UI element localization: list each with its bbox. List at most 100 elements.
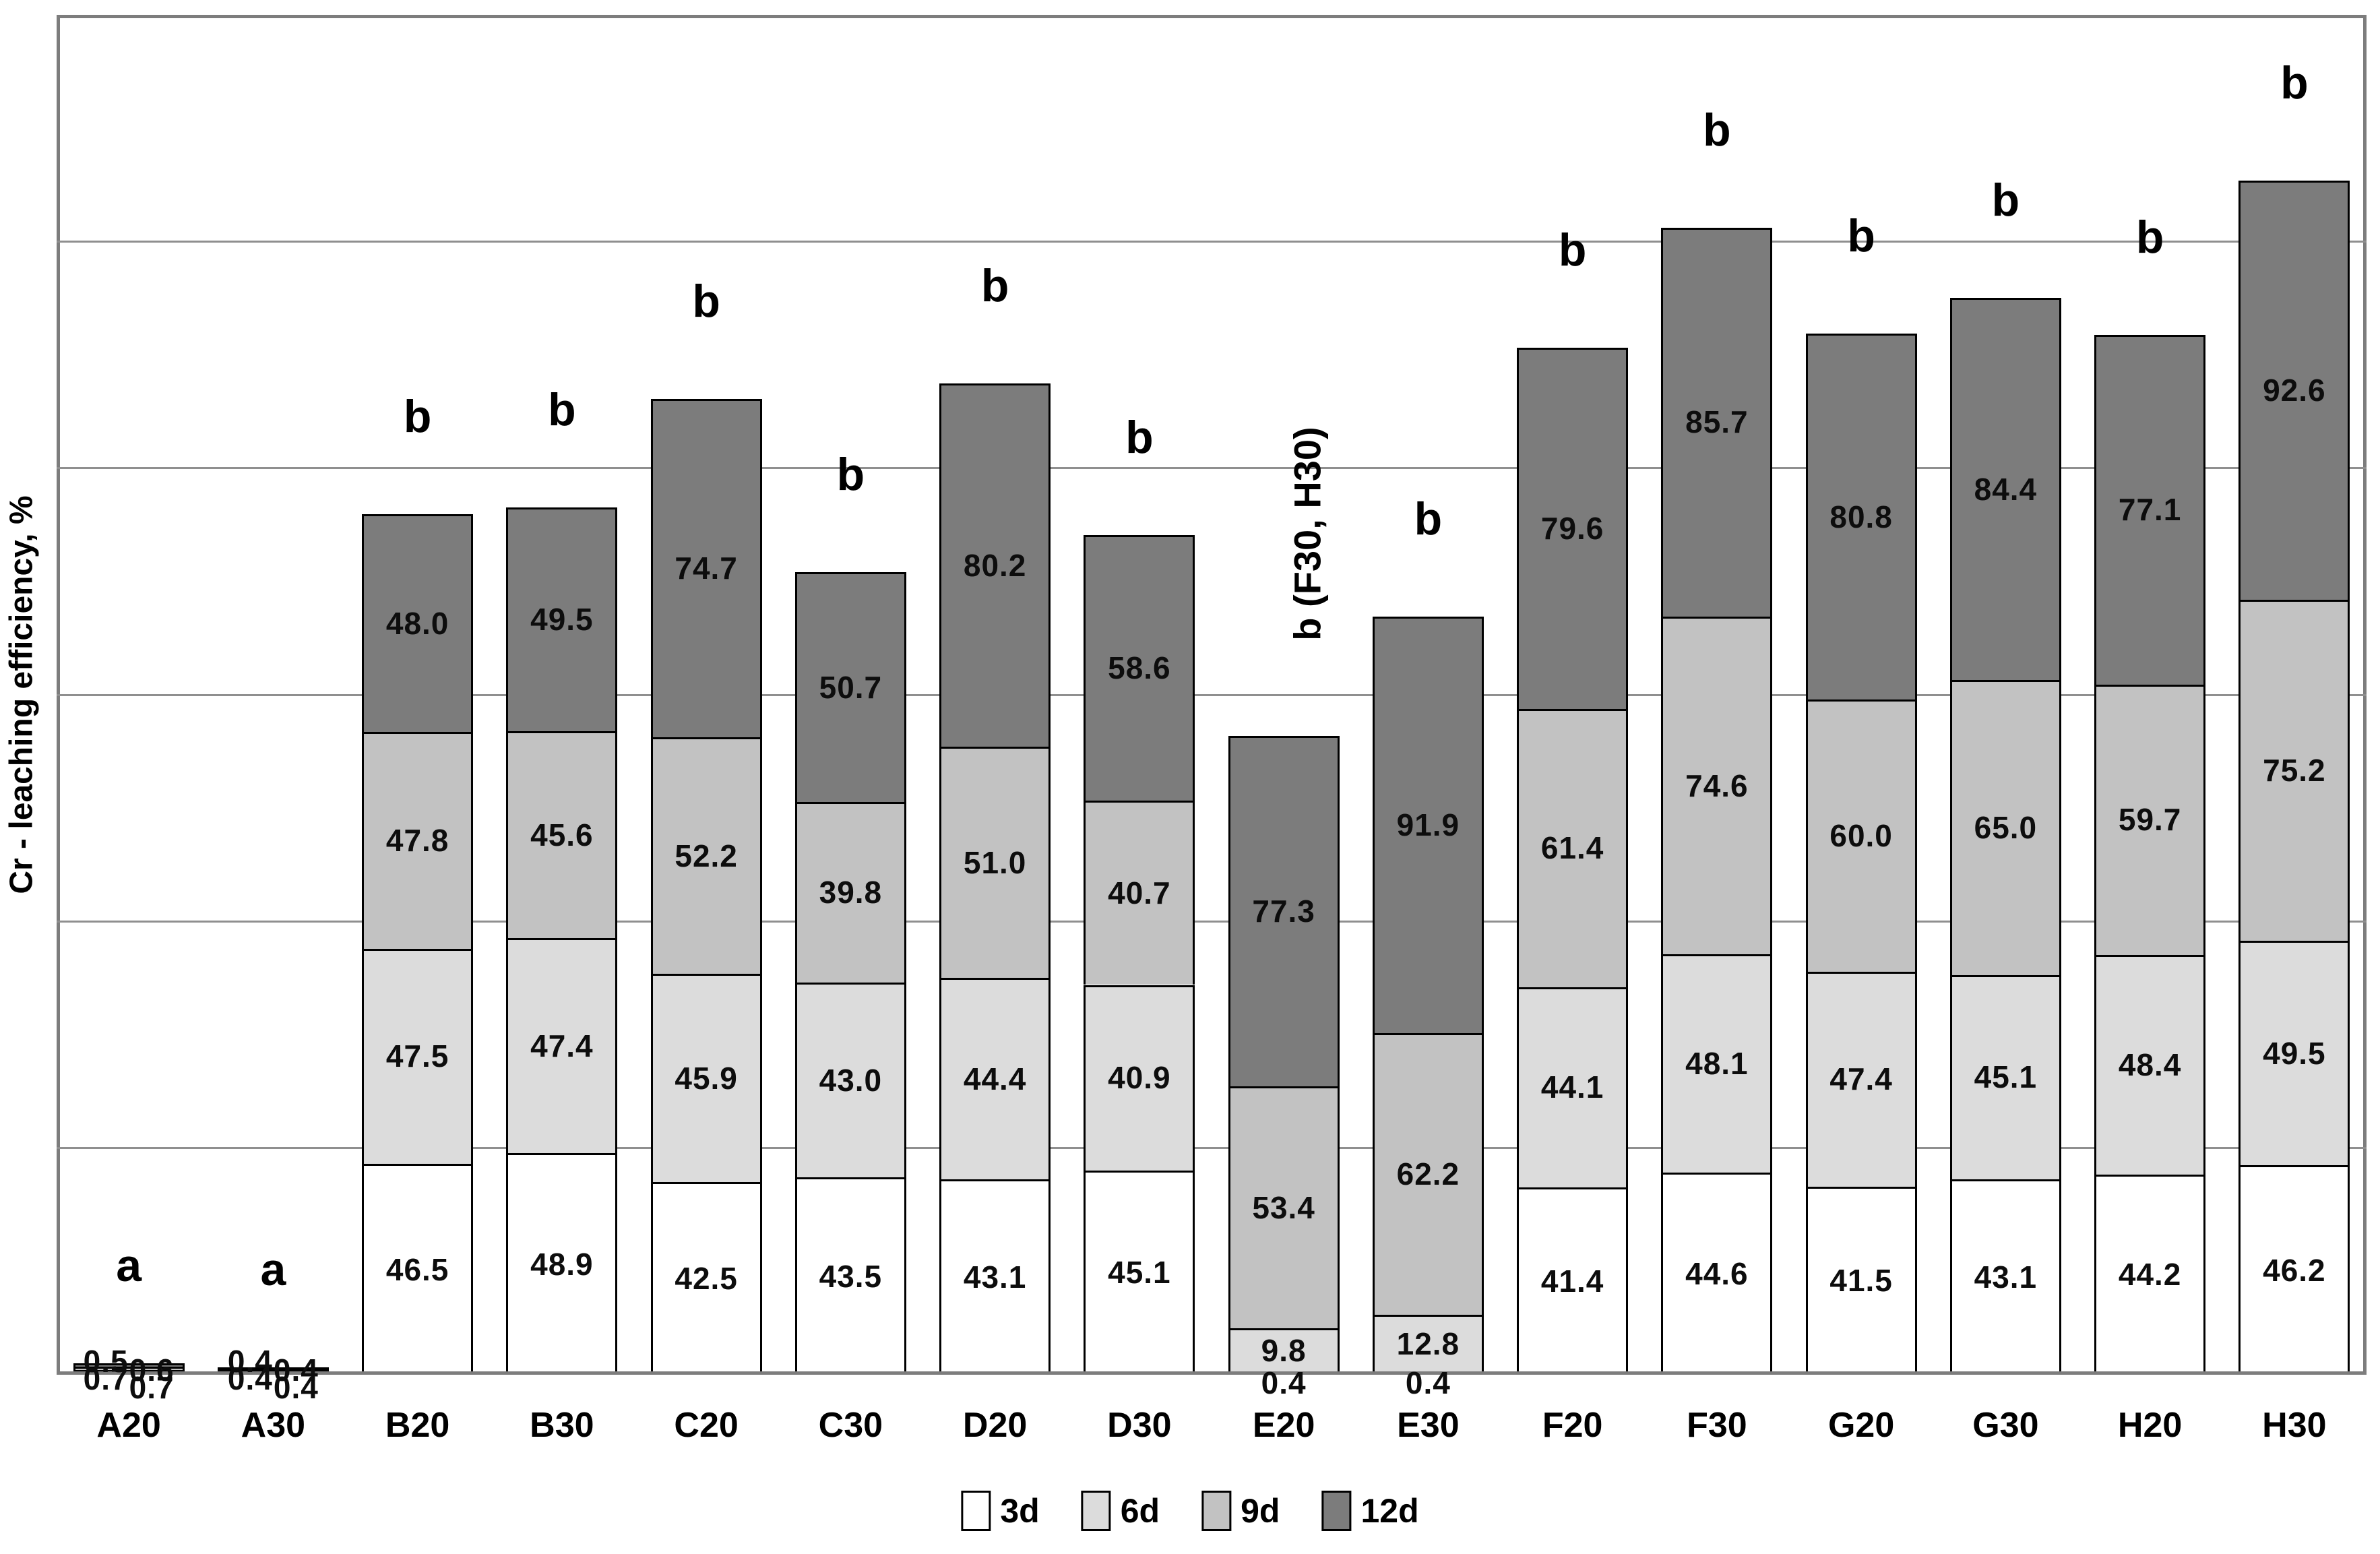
significance-letter: b <box>1991 174 2020 226</box>
segment-value-label: 0.6 <box>129 1353 175 1388</box>
bar-segment-E20-12d <box>1228 736 1340 1087</box>
bar-segment-B20-3d <box>362 1164 474 1375</box>
segment-value-label: 91.9 <box>1396 807 1460 842</box>
segment-value-label: 51.0 <box>963 844 1027 880</box>
segment-value-label: 9.8 <box>1261 1333 1307 1369</box>
significance-letter: b <box>2135 211 2164 263</box>
bar-segment-F30-9d <box>1661 616 1773 955</box>
segment-value-label: 47.5 <box>385 1038 449 1074</box>
segment-value-label: 0.4 <box>273 1353 319 1388</box>
bar-segment-A20-6d <box>73 1369 185 1373</box>
segment-value-label: 50.7 <box>819 669 883 705</box>
segment-value-label: 41.5 <box>1829 1263 1893 1299</box>
legend-item-9d: 9d <box>1201 1491 1280 1531</box>
segment-value-label: 41.4 <box>1540 1263 1604 1299</box>
significance-letter: b <box>1847 210 1875 261</box>
bar-segment-G20-3d <box>1805 1186 1917 1375</box>
bar-segment-H30-6d <box>2238 941 2350 1166</box>
significance-letter: a <box>116 1240 142 1292</box>
segment-value-label: 74.6 <box>1685 768 1749 803</box>
bar-segment-D30-9d <box>1084 800 1195 985</box>
bar-segment-H20-9d <box>2094 684 2206 956</box>
bar-segment-H30-12d <box>2238 180 2350 600</box>
bar-segment-D20-9d <box>939 747 1051 978</box>
segment-value-label: 59.7 <box>2118 802 2182 838</box>
x-axis-label: C30 <box>818 1406 883 1445</box>
segment-value-label: 75.2 <box>2263 753 2326 788</box>
bar-segment-F30-3d <box>1661 1172 1773 1375</box>
bar-segment-C20-6d <box>650 974 762 1183</box>
segment-value-label: 62.2 <box>1396 1156 1460 1191</box>
segment-value-label: 43.1 <box>1974 1260 2038 1295</box>
segment-value-label: 74.7 <box>675 550 738 586</box>
gridline <box>57 1147 2367 1150</box>
bar-segment-H20-12d <box>2094 334 2206 685</box>
chart-legend: 3d 6d 9d 12d <box>961 1491 1419 1531</box>
legend-label: 3d <box>1000 1492 1040 1530</box>
x-axis-label: F20 <box>1542 1406 1603 1445</box>
segment-value-label: 58.6 <box>1108 650 1171 685</box>
segment-value-label: 0.4 <box>227 1361 273 1396</box>
legend-swatch-12d <box>1321 1491 1352 1531</box>
x-axis-label: A20 <box>96 1406 161 1445</box>
segment-value-label: 0.4 <box>1261 1365 1307 1400</box>
bar-segment-E30-6d <box>1372 1315 1484 1373</box>
segment-value-label: 46.5 <box>385 1251 449 1287</box>
bar-segment-D20-6d <box>939 978 1051 1180</box>
x-axis-label: G30 <box>1972 1406 2039 1445</box>
segment-value-label: 45.1 <box>1108 1255 1171 1291</box>
bar-segment-H20-6d <box>2094 955 2206 1175</box>
bar-segment-C20-9d <box>650 737 762 974</box>
bar-segment-C20-3d <box>650 1182 762 1375</box>
segment-value-label: 43.0 <box>819 1062 883 1098</box>
bar-segment-B20-12d <box>362 514 474 733</box>
bar-segment-C20-12d <box>650 398 762 738</box>
segment-value-label: 49.5 <box>2263 1035 2326 1071</box>
segment-value-label: 60.0 <box>1829 818 1893 854</box>
significance-letter: b <box>1414 493 1443 545</box>
bar-segment-H30-9d <box>2238 600 2350 941</box>
y-axis-title: Cr - leaching efficiency, % <box>3 495 40 894</box>
x-axis-label: B20 <box>385 1406 450 1445</box>
bar-segment-D20-12d <box>939 383 1051 747</box>
bar-segment-G30-9d <box>1949 680 2061 975</box>
segment-value-label: 53.4 <box>1252 1189 1315 1225</box>
gridline <box>57 920 2367 923</box>
segment-value-label: 52.2 <box>675 838 738 873</box>
segment-value-label: 61.4 <box>1540 830 1604 866</box>
bar-segment-C30-12d <box>794 572 906 803</box>
segment-value-label: 43.1 <box>963 1260 1027 1295</box>
segment-value-label: 0.4 <box>1405 1365 1451 1400</box>
segment-value-label: 48.9 <box>530 1246 594 1282</box>
legend-item-12d: 12d <box>1321 1491 1419 1531</box>
x-axis-label: F30 <box>1687 1406 1747 1445</box>
x-axis-label: E30 <box>1397 1406 1460 1445</box>
segment-value-label: 42.5 <box>675 1261 738 1297</box>
bar-segment-B20-6d <box>362 948 474 1164</box>
segment-value-label: 47.4 <box>530 1028 594 1063</box>
segment-value-label: 43.5 <box>819 1258 883 1294</box>
legend-swatch-3d <box>961 1491 991 1531</box>
segment-value-label: 40.9 <box>1108 1060 1171 1096</box>
x-axis-label: E20 <box>1252 1406 1315 1445</box>
bar-segment-B30-12d <box>506 507 618 732</box>
bar-segment-E30-9d <box>1372 1032 1484 1315</box>
gridline <box>57 240 2367 243</box>
segment-value-label: 85.7 <box>1685 404 1749 440</box>
segment-value-label: 47.8 <box>385 822 449 858</box>
segment-value-label: 44.2 <box>2118 1257 2182 1293</box>
bar-segment-C30-6d <box>794 983 906 1178</box>
segment-value-label: 0.5 <box>83 1344 129 1379</box>
bar-segment-E20-6d <box>1228 1328 1340 1373</box>
bar-segment-E20-9d <box>1228 1086 1340 1329</box>
x-axis-label: B30 <box>530 1406 594 1445</box>
segment-value-label: 49.5 <box>530 602 594 637</box>
segment-value-label: 0.4 <box>273 1370 319 1405</box>
bar-segment-A20-12d <box>73 1363 185 1367</box>
segment-value-label: 48.1 <box>1685 1046 1749 1082</box>
significance-letter: b <box>980 259 1009 311</box>
bar-segment-A30-12d <box>217 1367 329 1370</box>
bar-segment-F30-6d <box>1661 954 1773 1173</box>
bar-segment-F20-12d <box>1517 348 1629 709</box>
segment-value-label: 0.7 <box>83 1361 129 1396</box>
